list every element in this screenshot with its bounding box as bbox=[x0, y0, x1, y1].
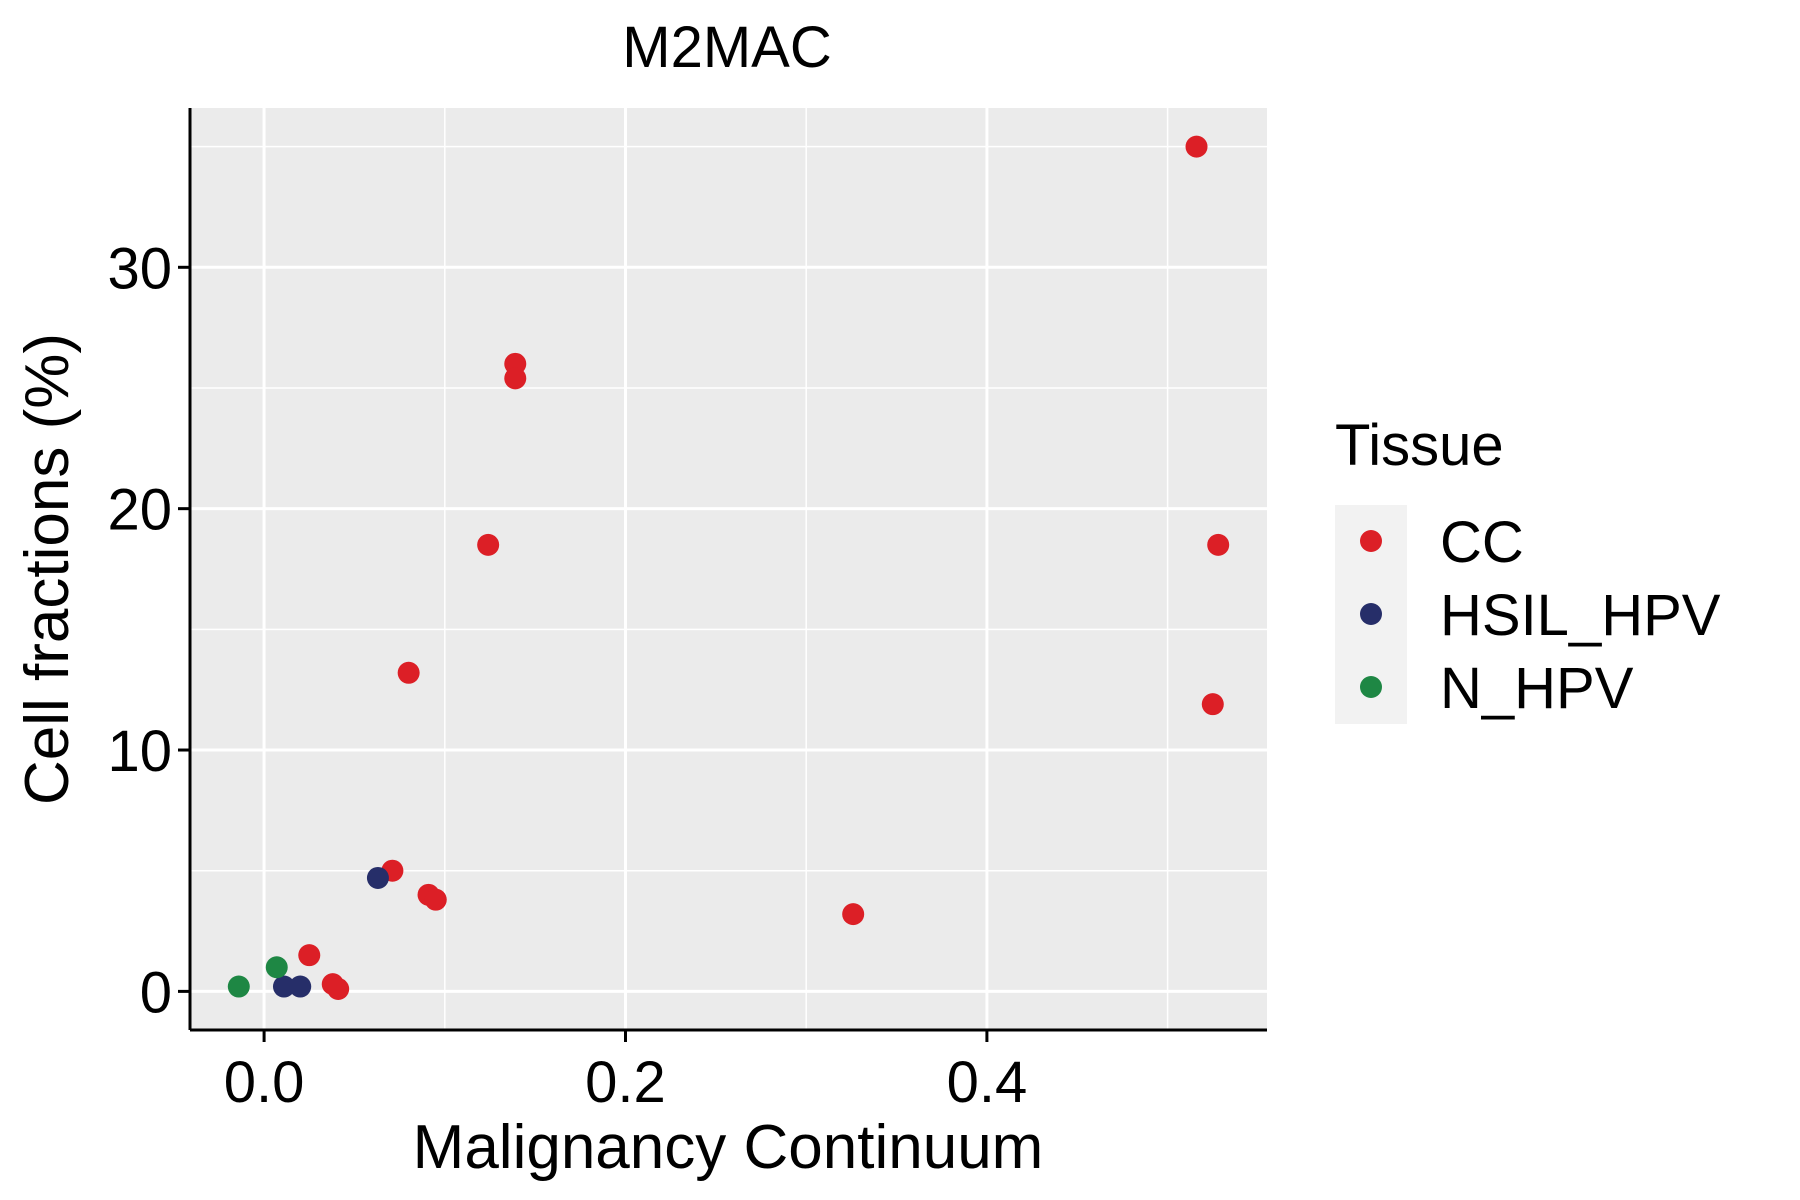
legend: CC HSIL_HPV N_HPV bbox=[1360, 510, 1721, 721]
data-point-cc bbox=[1201, 693, 1224, 716]
x-axis-label: Malignancy Continuum bbox=[413, 1113, 1044, 1182]
data-point-n-hpv bbox=[265, 956, 288, 979]
plot-panel bbox=[190, 108, 1267, 1030]
y-axis-label: Cell fractions (%) bbox=[13, 333, 82, 805]
data-point-cc bbox=[327, 977, 350, 1000]
legend-key-n-hpv bbox=[1360, 676, 1382, 698]
data-point-hsil-hpv bbox=[272, 975, 295, 998]
x-axis-ticks: 0.0 0.2 0.4 bbox=[224, 1030, 1027, 1115]
legend-label-cc: CC bbox=[1440, 510, 1524, 575]
legend-key-hsil-hpv bbox=[1360, 603, 1382, 625]
x-tick-label: 0.0 bbox=[224, 1050, 305, 1115]
data-point-cc bbox=[842, 903, 865, 926]
legend-label-n-hpv: N_HPV bbox=[1440, 656, 1634, 721]
legend-key-cc bbox=[1360, 530, 1382, 552]
data-point-hsil-hpv bbox=[366, 866, 389, 889]
data-point-cc bbox=[298, 944, 321, 967]
y-tick-label: 10 bbox=[107, 719, 172, 784]
data-point-cc bbox=[504, 367, 527, 390]
data-point-cc bbox=[397, 661, 420, 684]
x-tick-label: 0.4 bbox=[947, 1050, 1028, 1115]
y-tick-label: 0 bbox=[140, 960, 172, 1025]
x-tick-label: 0.2 bbox=[585, 1050, 666, 1115]
chart-title: M2MAC bbox=[622, 15, 831, 80]
data-points bbox=[227, 135, 1230, 1000]
grid-minor bbox=[190, 108, 1267, 1030]
y-axis-ticks: 0 10 20 30 bbox=[107, 236, 190, 1025]
data-point-n-hpv bbox=[227, 975, 250, 998]
data-point-cc bbox=[477, 533, 500, 556]
data-point-cc bbox=[1207, 533, 1230, 556]
data-point-cc bbox=[1185, 135, 1208, 158]
legend-label-hsil-hpv: HSIL_HPV bbox=[1440, 583, 1721, 648]
y-tick-label: 20 bbox=[107, 478, 172, 543]
legend-title: Tissue bbox=[1335, 413, 1504, 478]
data-point-hsil-hpv bbox=[289, 975, 312, 998]
data-point-cc bbox=[424, 888, 447, 911]
y-tick-label: 30 bbox=[107, 236, 172, 301]
grid-major bbox=[190, 108, 1267, 1030]
